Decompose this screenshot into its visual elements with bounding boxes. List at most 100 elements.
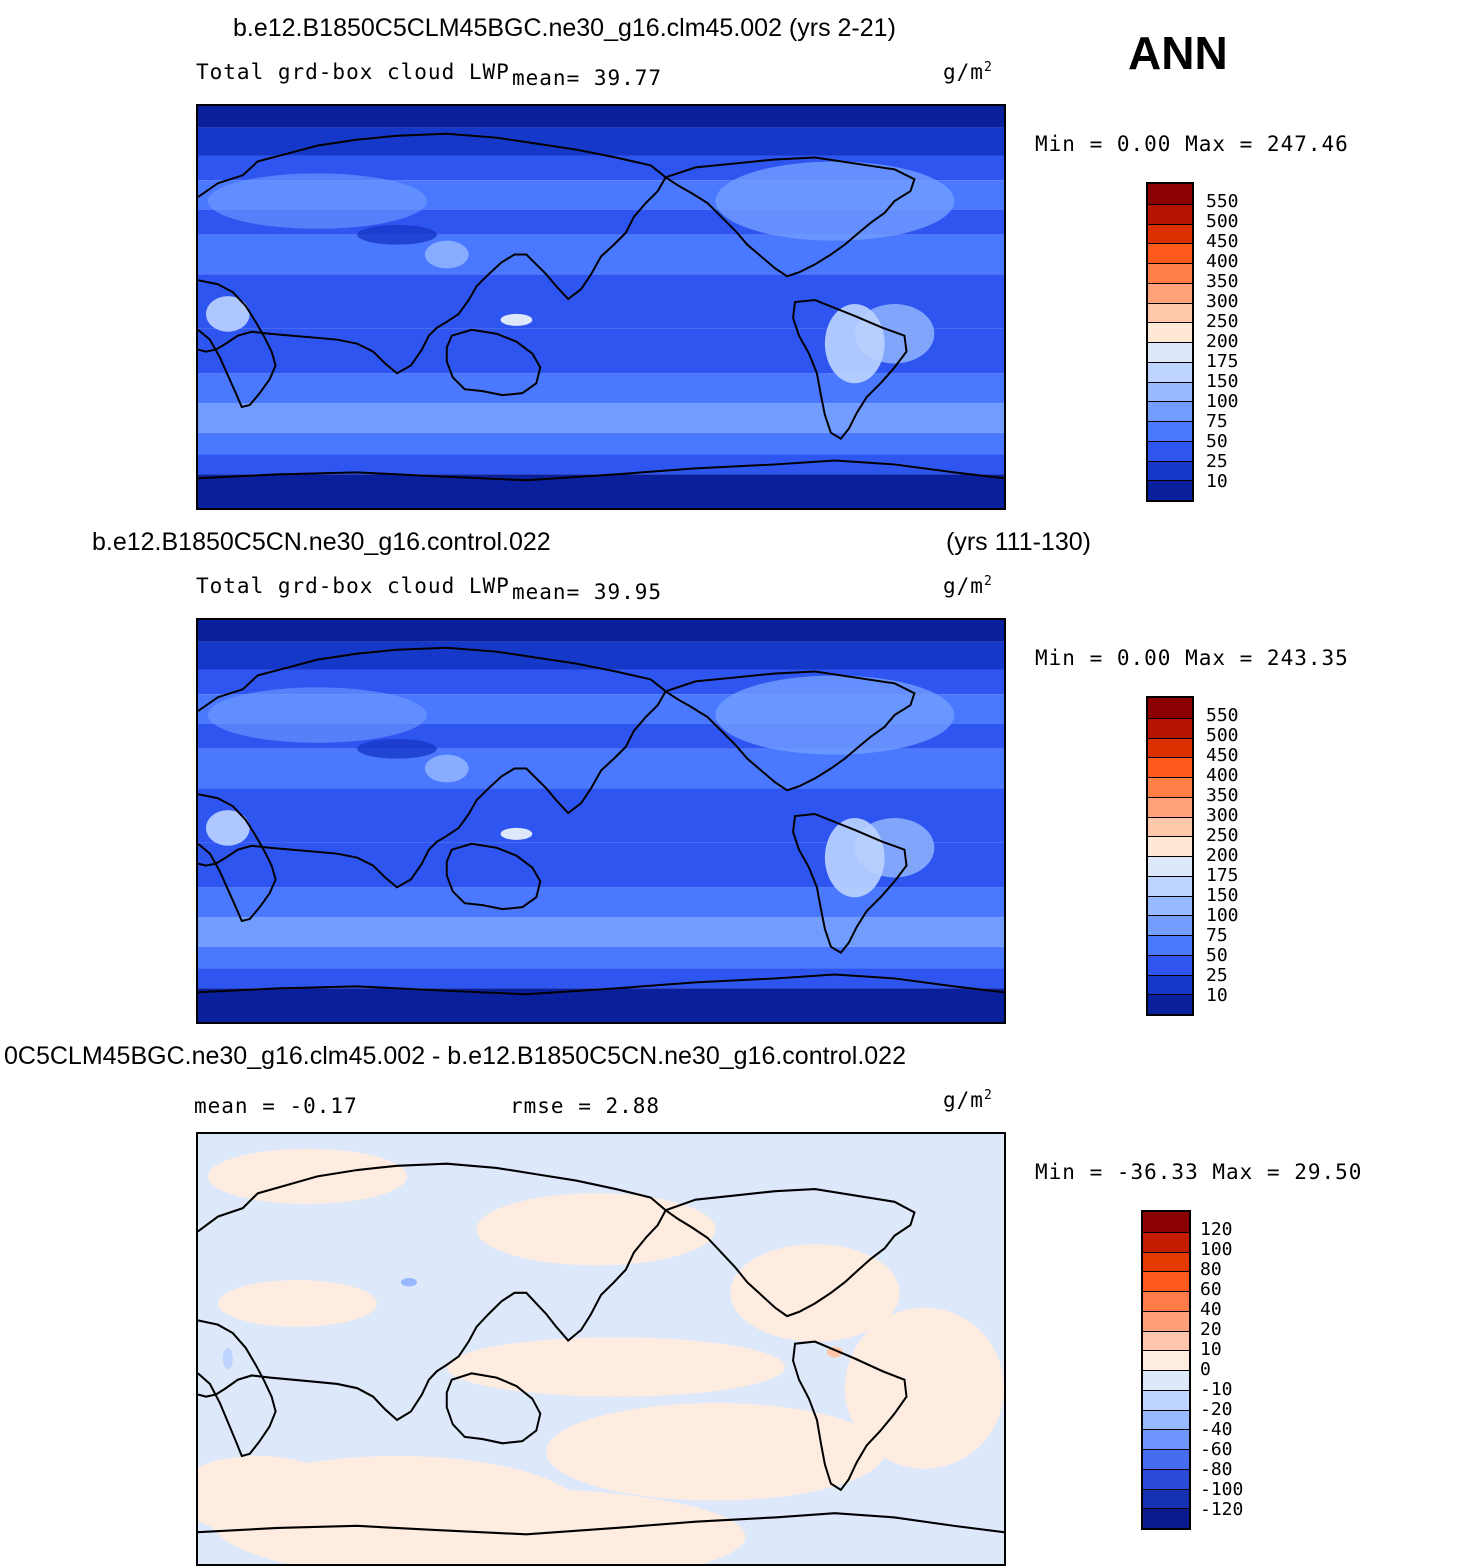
panel1-mean-label: mean= 39.77 xyxy=(512,66,663,90)
panel2-minmax: Min = 0.00 Max = 243.35 xyxy=(1035,646,1349,670)
colorbar-swatch xyxy=(1143,1429,1189,1449)
colorbar-tick-label: 25 xyxy=(1206,965,1228,986)
panel2-units: g/m2 xyxy=(943,574,993,598)
colorbar-swatch xyxy=(1148,757,1192,777)
colorbar-tick-label: 350 xyxy=(1206,271,1239,292)
colorbar-swatch xyxy=(1143,1449,1189,1469)
panel3-colorbar xyxy=(1141,1210,1191,1530)
colorbar-tick-label: 20 xyxy=(1200,1319,1222,1340)
colorbar-swatch xyxy=(1143,1468,1189,1489)
panel1-units: g/m2 xyxy=(943,60,993,84)
panel3-mean-label: mean = -0.17 xyxy=(194,1094,358,1118)
panel2-mean-label: mean= 39.95 xyxy=(512,580,663,604)
colorbar-tick-label: 550 xyxy=(1206,191,1239,212)
colorbar-tick-label: -120 xyxy=(1200,1499,1244,1520)
panel2-colorbar xyxy=(1146,696,1194,1016)
colorbar-swatch xyxy=(1148,421,1192,441)
colorbar-swatch xyxy=(1148,322,1192,342)
colorbar-swatch xyxy=(1148,935,1192,955)
colorbar-swatch xyxy=(1143,1291,1189,1311)
colorbar-swatch xyxy=(1148,994,1192,1014)
colorbar-tick-label: 200 xyxy=(1206,845,1239,866)
colorbar-tick-label: 100 xyxy=(1206,391,1239,412)
colorbar-swatch xyxy=(1143,1508,1189,1528)
colorbar-swatch xyxy=(1148,954,1192,975)
colorbar-swatch xyxy=(1143,1310,1189,1331)
colorbar-swatch xyxy=(1148,698,1192,718)
colorbar-tick-label: 450 xyxy=(1206,231,1239,252)
colorbar-tick-label: 10 xyxy=(1206,471,1228,492)
colorbar-tick-label: 175 xyxy=(1206,351,1239,372)
colorbar-swatch xyxy=(1148,836,1192,856)
colorbar-swatch xyxy=(1143,1350,1189,1370)
panel3-rmse-label: rmse = 2.88 xyxy=(510,1094,661,1118)
colorbar-tick-label: 400 xyxy=(1206,251,1239,272)
colorbar-swatch xyxy=(1148,381,1192,402)
colorbar-swatch xyxy=(1148,816,1192,837)
panel2-title: b.e12.B1850C5CN.ne30_g16.control.022 xyxy=(92,528,551,556)
colorbar-tick-label: 500 xyxy=(1206,725,1239,746)
colorbar-swatch xyxy=(1148,875,1192,896)
colorbar-tick-label: 150 xyxy=(1206,371,1239,392)
colorbar-tick-label: -20 xyxy=(1200,1399,1233,1420)
colorbar-swatch xyxy=(1148,480,1192,500)
colorbar-swatch xyxy=(1143,1212,1189,1232)
colorbar-tick-label: 10 xyxy=(1206,985,1228,1006)
colorbar-swatch xyxy=(1148,282,1192,303)
colorbar-tick-label: -100 xyxy=(1200,1479,1244,1500)
colorbar-swatch xyxy=(1148,203,1192,224)
colorbar-tick-label: 25 xyxy=(1206,451,1228,472)
colorbar-tick-label: 50 xyxy=(1206,945,1228,966)
colorbar-swatch xyxy=(1148,717,1192,738)
panel3-title: 0C5CLM45BGC.ne30_g16.clm45.002 - b.e12.B… xyxy=(4,1042,906,1070)
colorbar-swatch xyxy=(1148,460,1192,481)
colorbar-swatch xyxy=(1143,1409,1189,1430)
panel2-variable-label: Total grd-box cloud LWP xyxy=(196,574,510,598)
panel1-colorbar xyxy=(1146,182,1194,502)
colorbar-tick-label: 40 xyxy=(1200,1299,1222,1320)
colorbar-swatch xyxy=(1148,401,1192,421)
colorbar-swatch xyxy=(1148,342,1192,362)
colorbar-tick-label: 100 xyxy=(1206,905,1239,926)
colorbar-swatch xyxy=(1148,263,1192,283)
colorbar-swatch xyxy=(1148,223,1192,244)
colorbar-tick-label: 500 xyxy=(1206,211,1239,232)
colorbar-swatch xyxy=(1148,777,1192,797)
panel2-years: (yrs 111-130) xyxy=(946,528,1091,556)
colorbar-tick-label: 0 xyxy=(1200,1359,1211,1380)
colorbar-tick-label: 50 xyxy=(1206,431,1228,452)
colorbar-tick-label: -80 xyxy=(1200,1459,1233,1480)
panel2-map xyxy=(196,618,1006,1024)
colorbar-tick-label: 550 xyxy=(1206,705,1239,726)
colorbar-tick-label: -10 xyxy=(1200,1379,1233,1400)
colorbar-swatch xyxy=(1143,1330,1189,1351)
colorbar-tick-label: 175 xyxy=(1206,865,1239,886)
colorbar-tick-label: 300 xyxy=(1206,291,1239,312)
panel1-variable-label: Total grd-box cloud LWP xyxy=(196,60,510,84)
colorbar-swatch xyxy=(1143,1271,1189,1291)
colorbar-swatch xyxy=(1148,856,1192,876)
colorbar-swatch xyxy=(1148,895,1192,916)
colorbar-tick-label: 120 xyxy=(1200,1219,1233,1240)
colorbar-swatch xyxy=(1148,440,1192,461)
panel1-minmax: Min = 0.00 Max = 247.46 xyxy=(1035,132,1349,156)
colorbar-tick-label: -40 xyxy=(1200,1419,1233,1440)
colorbar-tick-label: 200 xyxy=(1206,331,1239,352)
colorbar-tick-label: 400 xyxy=(1206,765,1239,786)
colorbar-tick-label: 350 xyxy=(1206,785,1239,806)
colorbar-swatch xyxy=(1148,737,1192,758)
colorbar-swatch xyxy=(1143,1251,1189,1272)
panel3-map xyxy=(196,1132,1006,1566)
colorbar-swatch xyxy=(1148,243,1192,263)
colorbar-swatch xyxy=(1143,1370,1189,1390)
colorbar-swatch xyxy=(1148,796,1192,817)
colorbar-tick-label: 80 xyxy=(1200,1259,1222,1280)
panel3-units: g/m2 xyxy=(943,1088,993,1112)
colorbar-swatch xyxy=(1148,974,1192,995)
colorbar-tick-label: -60 xyxy=(1200,1439,1233,1460)
colorbar-swatch xyxy=(1148,302,1192,323)
colorbar-swatch xyxy=(1143,1231,1189,1252)
colorbar-swatch xyxy=(1143,1389,1189,1410)
panel1-title: b.e12.B1850C5CLM45BGC.ne30_g16.clm45.002… xyxy=(233,14,896,42)
colorbar-tick-label: 250 xyxy=(1206,311,1239,332)
